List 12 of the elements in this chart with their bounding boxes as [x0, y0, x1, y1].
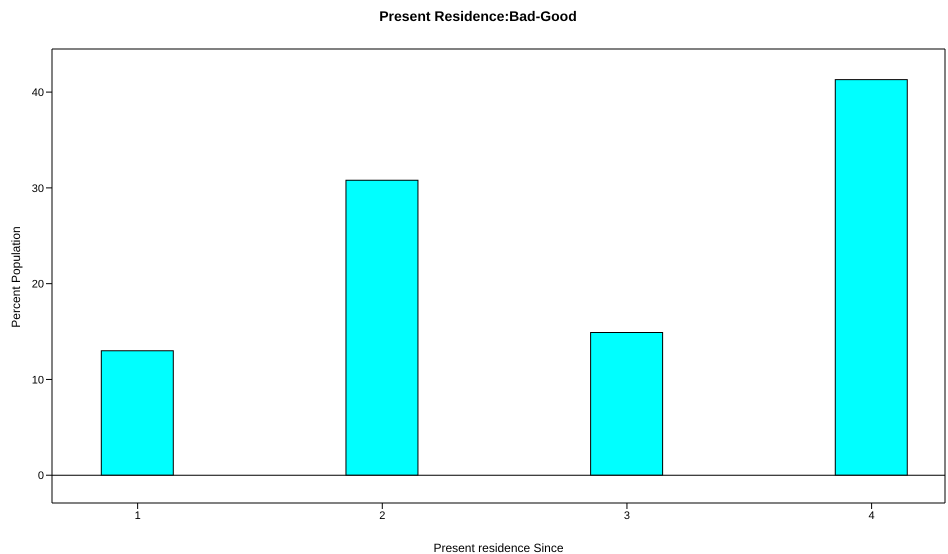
y-tick-label: 40	[32, 87, 44, 100]
y-tick-label: 20	[32, 278, 44, 291]
y-tick-label: 30	[32, 182, 44, 195]
x-tick-label: 4	[868, 510, 875, 522]
y-tick-label: 0	[38, 470, 44, 482]
x-tick-label: 3	[624, 510, 630, 522]
x-tick-label: 2	[379, 510, 386, 522]
chart-title: Present Residence:Bad-Good	[378, 8, 578, 24]
x-tick-label: 1	[134, 510, 141, 522]
y-tick-label: 10	[32, 374, 44, 386]
x-axis-title: Present residence Since	[433, 541, 564, 554]
y-axis-title: Percent Population	[9, 225, 23, 330]
